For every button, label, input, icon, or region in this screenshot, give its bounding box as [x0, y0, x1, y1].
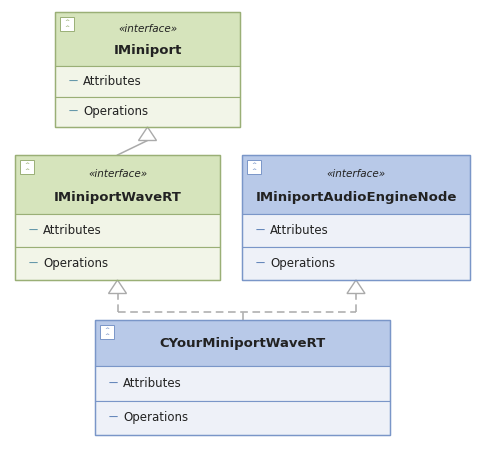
- Bar: [55, 12, 240, 66]
- Bar: [242, 155, 470, 214]
- Text: Attributes: Attributes: [270, 224, 329, 237]
- Bar: [60, 17, 74, 31]
- Bar: [95, 320, 390, 435]
- Bar: [95, 400, 390, 435]
- Bar: [15, 155, 220, 214]
- Text: −: −: [28, 257, 39, 270]
- Text: −: −: [107, 411, 119, 424]
- Text: −: −: [255, 257, 266, 270]
- Text: Attributes: Attributes: [43, 224, 102, 237]
- Text: Operations: Operations: [43, 257, 108, 270]
- Bar: [15, 214, 220, 247]
- Polygon shape: [108, 280, 126, 293]
- Text: ^: ^: [24, 168, 30, 173]
- Polygon shape: [347, 280, 365, 293]
- Bar: [55, 66, 240, 96]
- Bar: [55, 96, 240, 127]
- Polygon shape: [138, 127, 156, 140]
- Text: IMiniportAudioEngineNode: IMiniportAudioEngineNode: [256, 191, 457, 204]
- Text: ^: ^: [105, 333, 109, 338]
- Text: −: −: [107, 377, 119, 390]
- Bar: [247, 160, 261, 174]
- Text: Operations: Operations: [123, 411, 188, 424]
- Text: ^: ^: [64, 25, 70, 30]
- Text: Operations: Operations: [83, 105, 148, 118]
- Bar: [95, 320, 390, 366]
- Text: ^: ^: [64, 19, 70, 24]
- Text: Operations: Operations: [270, 257, 335, 270]
- Text: «interface»: «interface»: [118, 24, 177, 34]
- Text: CYourMiniportWaveRT: CYourMiniportWaveRT: [159, 336, 326, 350]
- Bar: [95, 366, 390, 400]
- Text: Attributes: Attributes: [123, 377, 182, 390]
- Text: «interface»: «interface»: [88, 169, 147, 179]
- Text: ^: ^: [251, 162, 257, 167]
- Text: Attributes: Attributes: [83, 75, 142, 88]
- Bar: [100, 325, 114, 339]
- Text: ^: ^: [105, 327, 109, 332]
- Bar: [242, 214, 470, 247]
- Text: «interface»: «interface»: [326, 169, 386, 179]
- Text: ^: ^: [251, 168, 257, 173]
- Text: ^: ^: [24, 162, 30, 167]
- Bar: [15, 247, 220, 280]
- Bar: [20, 160, 34, 174]
- Bar: [55, 12, 240, 127]
- Bar: [15, 155, 220, 280]
- Text: −: −: [28, 224, 39, 237]
- Text: −: −: [67, 105, 78, 118]
- Text: IMiniport: IMiniport: [113, 44, 182, 58]
- Text: −: −: [67, 75, 78, 88]
- Text: IMiniportWaveRT: IMiniportWaveRT: [54, 191, 182, 204]
- Bar: [242, 247, 470, 280]
- Text: −: −: [255, 224, 266, 237]
- Bar: [242, 155, 470, 280]
